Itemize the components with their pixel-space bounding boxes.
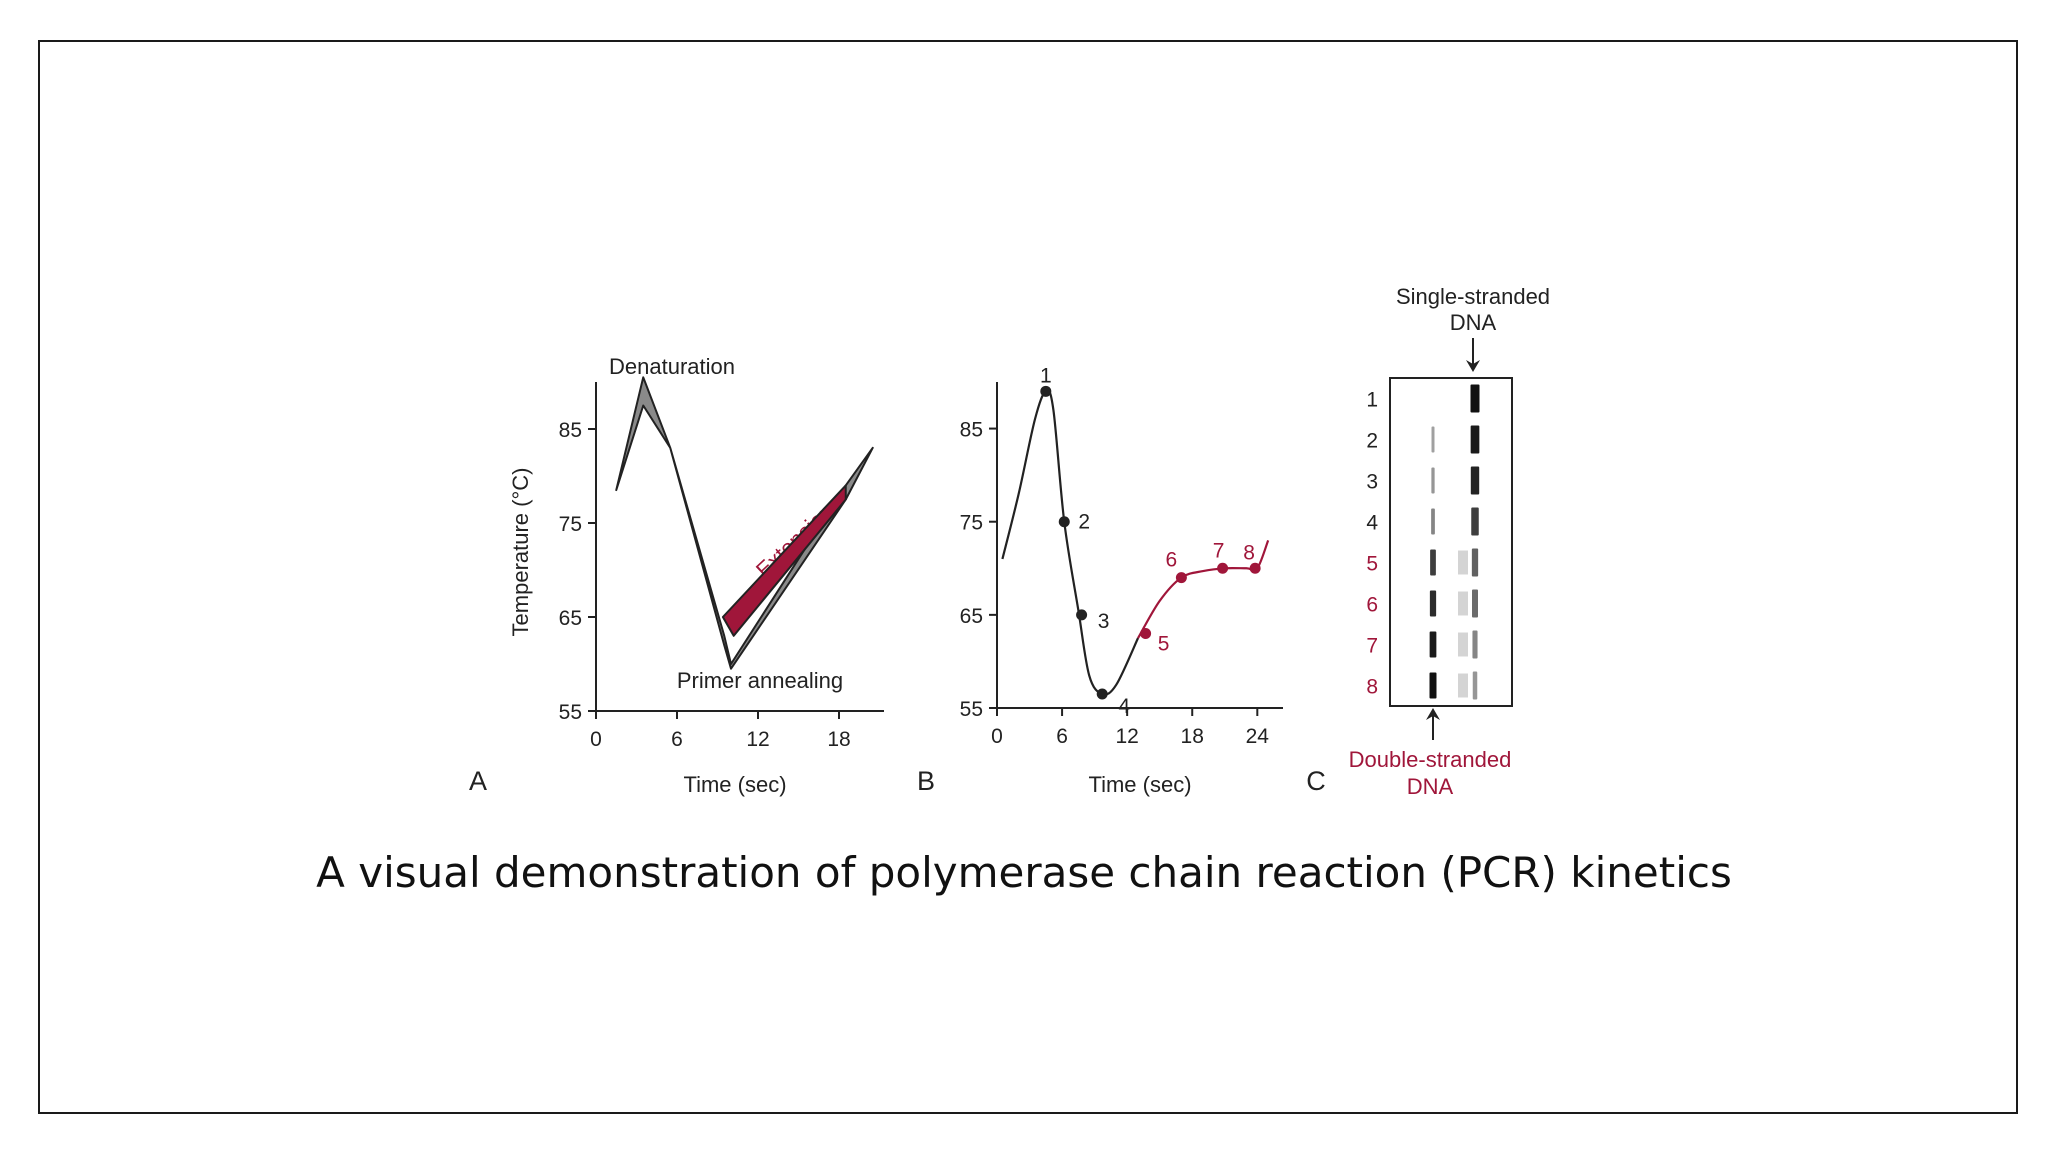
sample-point-label-2: 2 (1078, 511, 1090, 534)
gel-lane-label: 5 (1366, 553, 1378, 576)
gel-lane-label: 1 (1366, 389, 1378, 412)
panel-c-letter: C (1306, 766, 1326, 796)
gel-smear (1458, 591, 1468, 616)
ds-dna-band (1431, 467, 1435, 494)
sample-point-6 (1175, 572, 1187, 584)
panel-a-letter: A (469, 766, 487, 796)
panel-a-y-tick-label: 65 (559, 607, 582, 630)
panel-a-y-tick-label: 85 (559, 419, 582, 442)
gel-bottom-label-line2: DNA (1407, 774, 1454, 799)
sample-point-1 (1040, 385, 1052, 397)
sample-point-label-6: 6 (1166, 549, 1178, 572)
gel-top-label-line1: Single-stranded (1396, 284, 1550, 309)
gel-frame (1389, 377, 1513, 707)
panel-a-x-tick-label: 0 (590, 728, 602, 751)
ss-dna-band (1472, 589, 1478, 618)
gel-lane-label: 8 (1366, 676, 1378, 699)
ds-arrow-head (1426, 708, 1440, 720)
ds-dna-band (1429, 631, 1437, 658)
panel-b-y-tick-label: 85 (960, 419, 983, 442)
sample-point-label-4: 4 (1118, 695, 1130, 718)
panel-b-y-tick-label: 75 (960, 512, 983, 535)
panel-a-x-tick-label: 6 (671, 728, 683, 751)
panel-a-y-tick-label: 55 (559, 701, 582, 724)
panel-b-x-tick-label: 24 (1246, 725, 1270, 748)
ds-dna-band (1430, 549, 1436, 576)
gel-lane-label: 6 (1366, 594, 1378, 617)
ss-arrow-head (1466, 360, 1480, 372)
ss-dna-band (1470, 466, 1480, 495)
annotation-denaturation: Denaturation (609, 354, 735, 379)
annotation-primer-annealing: Primer annealing (677, 668, 843, 693)
ss-dna-band (1471, 548, 1479, 577)
panel-b-y-tick-label: 55 (960, 698, 983, 721)
slide-frame (38, 40, 2018, 1114)
panel-b-y-tick-label: 65 (960, 605, 983, 628)
ds-dna-band (1431, 508, 1435, 535)
extension-band (721, 484, 847, 637)
ds-dna-band (1431, 426, 1435, 453)
panel-b-x-tick-label: 12 (1115, 725, 1138, 748)
ss-dna-band (1471, 507, 1479, 536)
gel-lane-label: 3 (1366, 471, 1378, 494)
ss-dna-band (1472, 630, 1478, 659)
ss-dna-band (1472, 671, 1478, 700)
sample-point-3 (1076, 609, 1088, 621)
gel-smear (1458, 550, 1468, 575)
panel-b-x-tick-label: 6 (1056, 725, 1068, 748)
panel-c-gel: C Single-stranded DNA Double-stranded DN… (1306, 284, 1550, 799)
gel-top-label-line2: DNA (1450, 310, 1497, 335)
gel-lane-label: 4 (1366, 512, 1378, 535)
panel-a-x-tick-label: 12 (746, 728, 769, 751)
ds-dna-band (1429, 590, 1437, 617)
ds-dna-band (1429, 672, 1437, 699)
panel-b-letter: B (917, 766, 935, 796)
panel-a-y-tick-label: 75 (559, 513, 582, 536)
gel-smear (1458, 673, 1468, 698)
ss-dna-band (1470, 384, 1480, 413)
panel-a-chart: A Temperature (°C) Time (sec) Denaturati… (469, 354, 884, 797)
gel-bottom-label-line1: Double-stranded (1349, 747, 1512, 772)
panel-b-x-tick-label: 0 (991, 725, 1003, 748)
panel-b-xlabel: Time (sec) (1088, 772, 1191, 797)
panel-b-x-tick-label: 18 (1181, 725, 1204, 748)
slide-caption: A visual demonstration of polymerase cha… (316, 848, 1732, 897)
sample-point-label-5: 5 (1158, 632, 1170, 655)
panel-a-ylabel: Temperature (°C) (508, 468, 533, 637)
sample-point-4 (1096, 688, 1108, 700)
panel-a-xlabel: Time (sec) (683, 772, 786, 797)
ss-dna-band (1470, 425, 1480, 454)
sample-point-8 (1249, 562, 1261, 574)
sample-point-label-8: 8 (1243, 541, 1255, 564)
cycle-curve-black (1001, 389, 1139, 696)
gel-lane-label: 7 (1366, 635, 1378, 658)
gel-smear (1458, 632, 1468, 657)
sample-point-label-7: 7 (1213, 539, 1225, 562)
sample-point-7 (1217, 562, 1229, 574)
sample-point-label-3: 3 (1098, 610, 1110, 633)
denaturation-annealing-band (615, 376, 874, 670)
panel-a-x-tick-label: 18 (827, 728, 850, 751)
sample-point-2 (1058, 516, 1070, 528)
sample-point-label-1: 1 (1040, 364, 1052, 387)
sample-point-5 (1140, 627, 1152, 639)
gel-lane-label: 2 (1366, 430, 1378, 453)
